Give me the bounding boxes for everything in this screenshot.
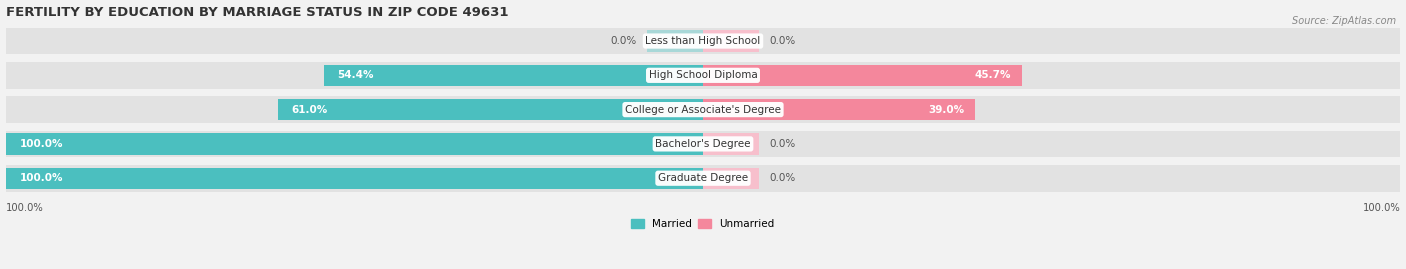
Bar (323, 65, 703, 86)
Text: 54.4%: 54.4% (337, 70, 374, 80)
Bar (6, 133, 703, 155)
Bar (703, 30, 759, 52)
Text: 0.0%: 0.0% (769, 139, 796, 149)
Text: College or Associate's Degree: College or Associate's Degree (626, 105, 780, 115)
Text: 45.7%: 45.7% (974, 70, 1011, 80)
Bar (703, 65, 1022, 86)
Text: Bachelor's Degree: Bachelor's Degree (655, 139, 751, 149)
Text: 0.0%: 0.0% (769, 173, 796, 183)
Text: 39.0%: 39.0% (928, 105, 965, 115)
Text: 100.0%: 100.0% (20, 173, 63, 183)
Text: 100.0%: 100.0% (20, 139, 63, 149)
Text: High School Diploma: High School Diploma (648, 70, 758, 80)
Bar (6, 96, 1400, 123)
Text: 61.0%: 61.0% (291, 105, 328, 115)
Bar (6, 62, 1400, 89)
Bar (277, 99, 703, 120)
Text: 0.0%: 0.0% (769, 36, 796, 46)
Text: 100.0%: 100.0% (1362, 203, 1400, 213)
Bar (6, 28, 1400, 54)
Bar (6, 165, 1400, 192)
Text: Source: ZipAtlas.com: Source: ZipAtlas.com (1292, 16, 1396, 26)
Bar (703, 133, 759, 155)
Bar (703, 99, 974, 120)
Bar (647, 30, 703, 52)
Bar (6, 130, 1400, 157)
Text: Less than High School: Less than High School (645, 36, 761, 46)
Legend: Married, Unmarried: Married, Unmarried (627, 215, 779, 233)
Bar (703, 168, 759, 189)
Text: 0.0%: 0.0% (610, 36, 637, 46)
Bar (6, 168, 703, 189)
Text: Graduate Degree: Graduate Degree (658, 173, 748, 183)
Text: FERTILITY BY EDUCATION BY MARRIAGE STATUS IN ZIP CODE 49631: FERTILITY BY EDUCATION BY MARRIAGE STATU… (6, 6, 508, 19)
Text: 100.0%: 100.0% (6, 203, 44, 213)
